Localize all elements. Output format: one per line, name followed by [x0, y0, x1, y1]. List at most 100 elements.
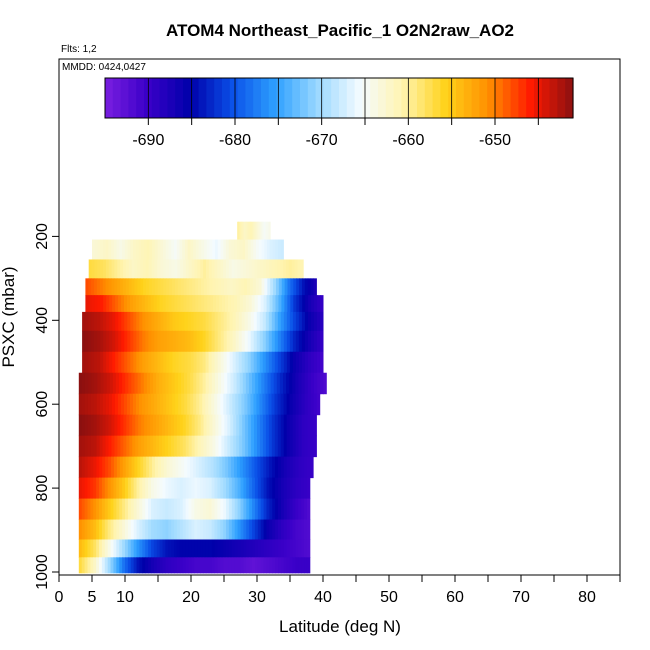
heatmap-cell: [123, 414, 127, 437]
heatmap-cell: [99, 456, 103, 479]
heatmap-cell: [307, 456, 311, 479]
heatmap-cell: [223, 259, 227, 279]
heatmap-cell: [223, 330, 228, 353]
heatmap-cell: [209, 414, 213, 437]
heatmap-cell: [252, 372, 256, 395]
heatmap-cell: [160, 351, 164, 374]
colorbar-segment: [292, 78, 301, 118]
heatmap-cell: [200, 435, 205, 458]
heatmap-cell: [256, 393, 260, 416]
heatmap-cell: [220, 239, 224, 260]
heatmap-cell: [247, 311, 252, 332]
heatmap-cell: [272, 239, 276, 260]
heatmap-cell: [84, 372, 89, 395]
heatmap-cell: [170, 435, 175, 458]
heatmap-cell: [206, 435, 210, 458]
heatmap-cell: [228, 539, 233, 558]
heatmap-cell: [165, 557, 169, 574]
heatmap-cell: [160, 259, 164, 279]
heatmap-cell: [88, 311, 92, 332]
heatmap-cell: [159, 539, 164, 558]
heatmap-cell: [156, 372, 160, 395]
heatmap-cell: [286, 351, 291, 374]
heatmap-cell: [265, 311, 270, 332]
heatmap-cell: [116, 456, 121, 479]
heatmap-cell: [283, 259, 287, 279]
heatmap-cell: [265, 330, 270, 353]
heatmap-cell: [193, 311, 198, 332]
heatmap-cell: [244, 330, 249, 353]
heatmap-cell: [229, 330, 234, 353]
heatmap-cell: [189, 278, 193, 296]
heatmap-cell: [157, 239, 161, 260]
heatmap-cell: [150, 414, 154, 437]
heatmap-cell: [104, 557, 109, 574]
heatmap-cell: [272, 557, 276, 574]
heatmap-cell: [122, 539, 126, 558]
heatmap-cell: [304, 393, 309, 416]
heatmap-cell: [88, 259, 93, 279]
heatmap-cell: [231, 259, 236, 279]
heatmap-cell: [163, 311, 167, 332]
heatmap-cell: [255, 221, 258, 241]
heatmap-cell: [248, 372, 253, 395]
heatmap-cell: [257, 456, 261, 479]
heatmap-cell: [191, 435, 196, 458]
heatmap-cell: [283, 435, 288, 458]
heatmap-cell: [197, 539, 201, 558]
heatmap-cell: [124, 330, 128, 353]
heatmap-cell: [118, 295, 122, 313]
heatmap-cell: [185, 557, 190, 574]
heatmap-cell: [263, 259, 267, 279]
colorbar-segment: [487, 78, 496, 118]
heatmap-cell: [117, 435, 121, 458]
heatmap-cell: [172, 311, 176, 332]
heatmap-cell: [78, 477, 83, 500]
heatmap-cell: [220, 539, 224, 558]
heatmap-cell: [292, 414, 297, 437]
heatmap-cell: [142, 311, 146, 332]
heatmap-cell: [178, 330, 182, 353]
heatmap-cell: [258, 278, 263, 296]
heatmap-cell: [93, 477, 97, 500]
heatmap-cell: [94, 311, 98, 332]
heatmap-cell: [239, 435, 243, 458]
heatmap-cell: [104, 477, 109, 500]
heatmap-cell: [229, 351, 234, 374]
heatmap-cell: [287, 278, 291, 296]
heatmap-cell: [234, 239, 238, 260]
heatmap-cell: [231, 498, 236, 521]
heatmap-cell: [270, 278, 274, 296]
heatmap-cell: [90, 435, 95, 458]
heatmap-cell: [148, 259, 153, 279]
heatmap-cell: [256, 330, 261, 353]
heatmap-cell: [120, 414, 124, 437]
heatmap-cell: [264, 221, 267, 241]
heatmap-cell: [180, 278, 185, 296]
heatmap-cell: [307, 414, 311, 437]
heatmap-cell: [271, 393, 276, 416]
heatmap-cell: [286, 519, 291, 540]
heatmap-cell: [223, 498, 227, 521]
heatmap-cell: [175, 351, 179, 374]
heatmap-cell: [214, 557, 218, 574]
heatmap-cell: [298, 351, 303, 374]
heatmap-cell: [125, 519, 129, 540]
heatmap-cell: [103, 259, 107, 279]
heatmap-cell: [201, 295, 205, 313]
heatmap-cell: [199, 393, 203, 416]
heatmap-cell: [132, 435, 136, 458]
heatmap-cell: [220, 351, 225, 374]
colorbar-segment: [300, 78, 309, 118]
heatmap-cell: [78, 498, 83, 521]
heatmap-cell: [104, 519, 109, 540]
heatmap-cell: [275, 519, 279, 540]
heatmap-cell: [116, 519, 120, 540]
heatmap-cell: [114, 414, 118, 437]
heatmap-cell: [295, 456, 299, 479]
heatmap-cell: [165, 477, 169, 500]
heatmap-cell: [231, 519, 236, 540]
heatmap-cell: [295, 477, 299, 500]
heatmap-cell: [188, 519, 192, 540]
heatmap-cell: [257, 435, 261, 458]
